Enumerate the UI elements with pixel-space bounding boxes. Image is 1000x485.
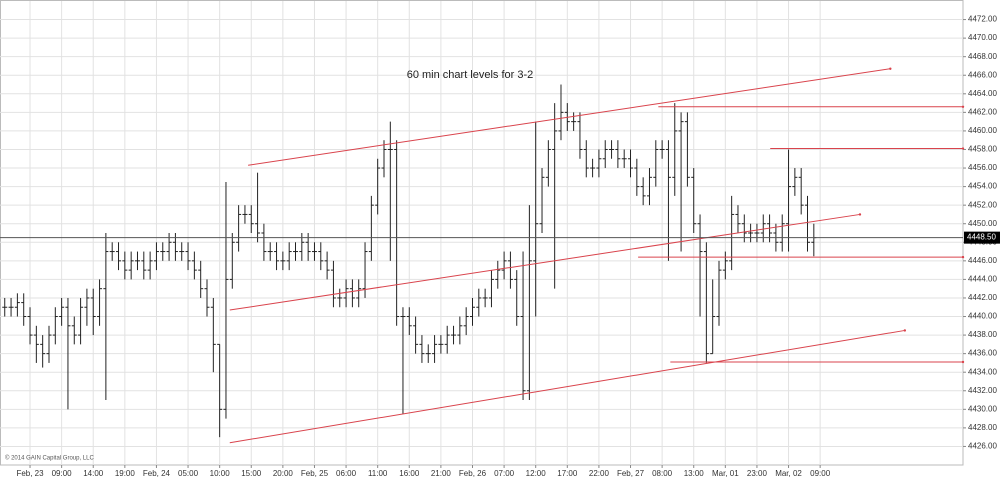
x-tick-label: 20:00 [273, 469, 294, 478]
level-line [229, 213, 861, 311]
y-tick-label: 4430.00 [968, 404, 997, 413]
x-tick-label: 11:00 [368, 469, 388, 478]
y-tick-label: 4428.00 [968, 423, 997, 432]
x-tick-label: Feb, 26 [459, 469, 487, 478]
y-tick-label: 4426.00 [968, 442, 997, 451]
x-tick-label: 12:00 [526, 469, 547, 478]
plot-frame [0, 0, 964, 466]
x-tick-label: 09:00 [810, 469, 831, 478]
level-line [248, 68, 891, 166]
y-tick-label: 4438.00 [968, 330, 997, 339]
y-tick-label: 4464.00 [968, 89, 997, 98]
level-line-end [961, 105, 965, 108]
x-tick-label: Mar, 01 [712, 469, 739, 478]
y-tick-label: 4460.00 [968, 126, 997, 135]
y-tick-label: 4458.00 [968, 145, 997, 154]
x-tick-label: 21:00 [431, 469, 452, 478]
x-tick-label: 06:00 [336, 469, 357, 478]
x-tick-label: 09:00 [52, 469, 73, 478]
x-tick-label: 07:00 [494, 469, 515, 478]
y-tick-label: 4456.00 [968, 163, 997, 172]
x-tick-label: 17:00 [557, 469, 578, 478]
level-line-end [961, 255, 965, 259]
y-tick-label: 4446.00 [968, 256, 997, 265]
last-price-label: 4448.50 [967, 233, 996, 242]
x-tick-label: 15:00 [241, 469, 262, 478]
level-line-end [858, 213, 862, 216]
y-tick-label: 4466.00 [968, 70, 997, 79]
last-price-box [964, 231, 1000, 244]
x-tick-label: 05:00 [178, 469, 199, 478]
y-tick-label: 4472.00 [968, 15, 997, 24]
x-tick-label: 14:00 [83, 469, 104, 478]
x-tick-label: Feb, 27 [617, 469, 645, 478]
x-tick-label: 19:00 [115, 469, 136, 478]
x-tick-label: 13:00 [684, 469, 705, 478]
level-line-end [889, 67, 892, 70]
x-tick-label: Mar, 02 [775, 469, 802, 478]
y-tick-label: 4436.00 [968, 349, 997, 358]
y-tick-label: 4432.00 [968, 386, 997, 395]
level-line-end [961, 360, 965, 364]
annotation: 60 min chart levels for 3-2 [407, 69, 534, 81]
level-line [229, 329, 905, 444]
y-tick-label: 4450.00 [968, 219, 997, 228]
level-line-end [961, 147, 965, 150]
x-tick-label: 16:00 [399, 469, 420, 478]
x-tick-label: Feb, 24 [143, 469, 171, 478]
copyright: © 2014 GAIN Capital Group, LLC [5, 455, 94, 462]
x-tick-label: Feb, 25 [301, 469, 329, 478]
x-tick-label: 22:00 [589, 469, 610, 478]
y-tick-label: 4452.00 [968, 200, 997, 209]
y-tick-label: 4440.00 [968, 312, 997, 321]
y-tick-label: 4454.00 [968, 182, 997, 191]
x-tick-label: 10:00 [210, 469, 231, 478]
y-tick-label: 4462.00 [968, 107, 997, 116]
level-line-end [903, 329, 907, 332]
y-tick-label: 4470.00 [968, 33, 997, 42]
x-tick-label: 23:00 [747, 469, 768, 478]
y-tick-label: 4442.00 [968, 293, 997, 302]
x-tick-label: 08:00 [652, 469, 673, 478]
x-tick-label: Feb, 23 [16, 469, 44, 478]
y-tick-label: 4444.00 [968, 275, 997, 284]
y-tick-label: 4468.00 [968, 52, 997, 61]
y-tick-label: 4434.00 [968, 367, 997, 376]
